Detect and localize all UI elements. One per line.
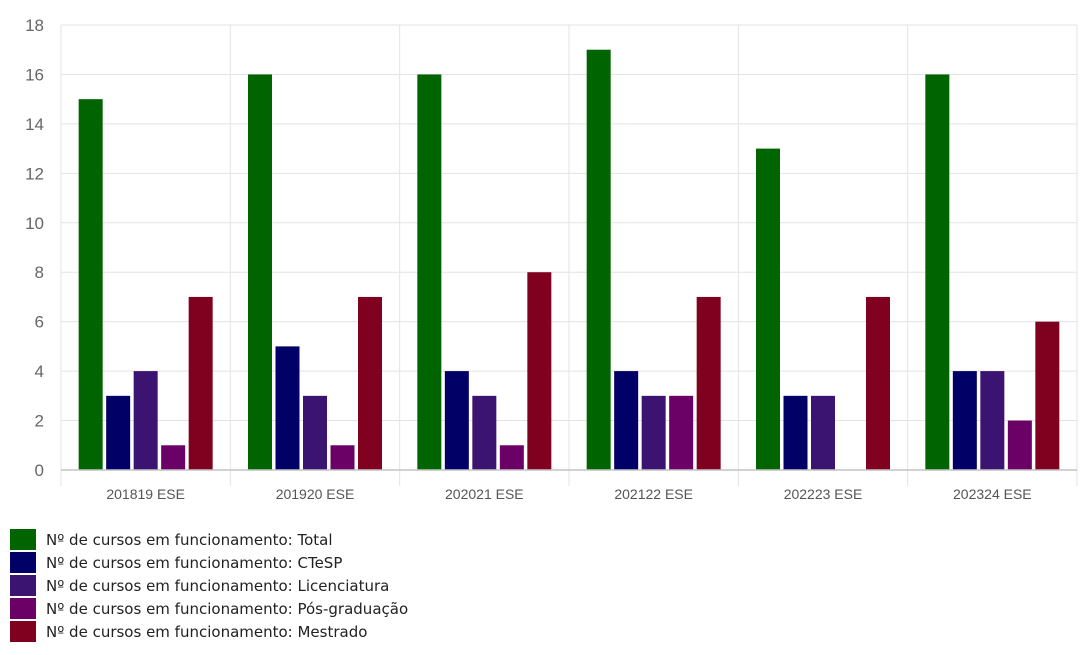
legend-item: Nº de cursos em funcionamento: Pós-gradu… <box>10 597 408 620</box>
x-tick-label: 202223 ESE <box>784 486 863 502</box>
bar <box>444 371 469 470</box>
x-tick-label: 202021 ESE <box>445 486 524 502</box>
x-axis: 201819 ESE 201920 ESE 202021 ESE 202122 ESE… <box>61 469 1077 502</box>
y-axis: 0 2 4 6 8 10 12 14 16 18 <box>25 16 44 480</box>
legend-swatch <box>10 529 36 550</box>
x-tick-label: 202324 ESE <box>953 486 1032 502</box>
y-tick-label: 6 <box>35 313 44 332</box>
legend-swatch <box>10 552 36 573</box>
legend-item: Nº de cursos em funcionamento: Licenciat… <box>10 574 408 597</box>
y-tick-label: 8 <box>35 263 44 282</box>
bar <box>275 346 300 470</box>
legend-item: Nº de cursos em funcionamento: Mestrado <box>10 620 408 643</box>
bar <box>980 371 1005 470</box>
bar <box>248 74 272 470</box>
bar <box>161 445 186 470</box>
bar <box>1007 420 1032 470</box>
bar <box>669 395 694 470</box>
y-tick-label: 10 <box>25 214 44 233</box>
legend-label: Nº de cursos em funcionamento: CTeSP <box>46 553 343 572</box>
chart-grid <box>60 24 1078 486</box>
legend-label: Nº de cursos em funcionamento: Pós-gradu… <box>46 599 409 618</box>
bar <box>811 395 835 470</box>
bar <box>417 74 442 470</box>
bar <box>614 371 639 470</box>
y-tick-label: 2 <box>35 412 44 431</box>
bar <box>527 272 552 470</box>
legend-label: Nº de cursos em funcionamento: Mestrado <box>46 622 368 641</box>
x-tick-label: 202122 ESE <box>614 486 693 502</box>
y-tick-label: 16 <box>25 65 44 84</box>
bar <box>696 296 721 470</box>
bar <box>78 99 103 471</box>
bar-chart: 0 2 4 6 8 10 12 14 16 18 201819 ESE 201920 ESE 2020… <box>25 16 1078 502</box>
x-tick-label: 201819 ESE <box>106 486 185 502</box>
bar <box>106 395 131 470</box>
bar <box>133 371 158 470</box>
bars <box>78 49 1060 471</box>
bar <box>756 148 780 470</box>
legend-swatch <box>10 575 36 596</box>
bar <box>358 296 382 470</box>
legend-swatch <box>10 621 36 642</box>
bar <box>641 395 666 470</box>
bar <box>783 395 808 470</box>
x-tick-label: 201920 ESE <box>276 486 355 502</box>
legend-item: Nº de cursos em funcionamento: Total <box>10 528 408 551</box>
bar <box>472 395 497 470</box>
y-tick-label: 4 <box>35 362 44 381</box>
y-tick-label: 0 <box>35 461 44 480</box>
bar <box>499 445 524 470</box>
y-tick-label: 18 <box>25 16 44 35</box>
legend-swatch <box>10 598 36 619</box>
y-tick-label: 12 <box>25 164 44 183</box>
bar <box>925 74 950 470</box>
bar <box>303 395 327 470</box>
legend-label: Nº de cursos em funcionamento: Licenciat… <box>46 576 390 595</box>
bar <box>330 445 355 470</box>
bar <box>952 371 977 470</box>
legend-label: Nº de cursos em funcionamento: Total <box>46 530 333 549</box>
bar <box>866 296 890 470</box>
bar <box>586 49 611 470</box>
legend-item: Nº de cursos em funcionamento: CTeSP <box>10 551 408 574</box>
bar <box>1035 321 1060 470</box>
bar <box>188 296 213 470</box>
y-tick-label: 14 <box>25 115 44 134</box>
legend: Nº de cursos em funcionamento: Total Nº d… <box>10 528 408 643</box>
